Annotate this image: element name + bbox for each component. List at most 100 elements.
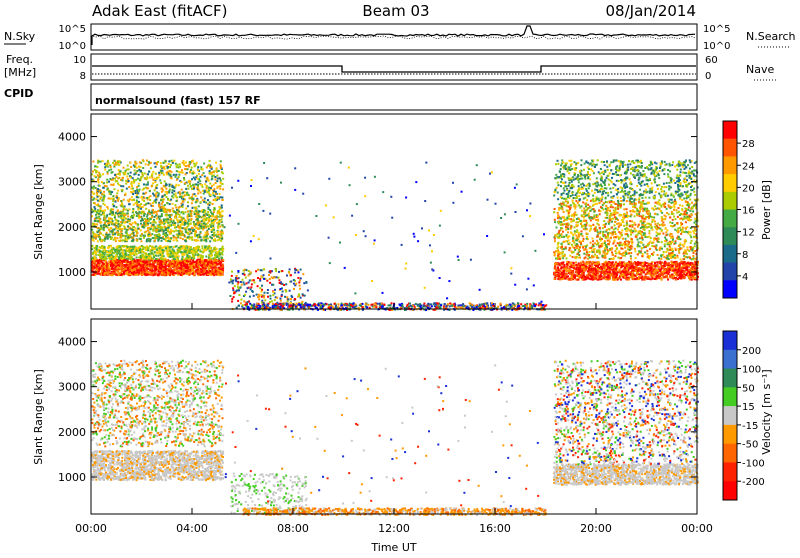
scatter-cell (176, 170, 178, 172)
scatter-cell (139, 205, 141, 207)
scatter-cell (103, 182, 105, 184)
scatter-cell (112, 200, 114, 202)
scatter-cell (186, 192, 188, 194)
scatter-cell (120, 170, 122, 172)
scatter-cell (116, 237, 118, 239)
scatter-cell (143, 267, 145, 269)
scatter-cell (123, 208, 125, 210)
scatter-cell (191, 257, 193, 259)
scatter-cell (120, 252, 122, 254)
scatter-cell (204, 175, 206, 177)
scatter-cell (167, 166, 169, 168)
scatter-cell (193, 163, 195, 165)
scatter-cell (108, 264, 110, 266)
scatter-cell (117, 267, 119, 269)
scatter-cell (184, 223, 186, 225)
scatter-cell (106, 179, 108, 181)
scatter-cell (135, 274, 137, 276)
scatter-cell (103, 263, 105, 265)
scatter-cell (166, 250, 168, 252)
scatter-cell (138, 174, 140, 176)
scatter-cell (104, 215, 106, 217)
scatter-cell (206, 217, 208, 219)
scatter-cell (222, 254, 224, 256)
scatter-cell (575, 261, 577, 263)
scatter-cell (183, 179, 185, 181)
scatter-cell (158, 202, 160, 204)
scatter-cell (101, 193, 103, 195)
scatter-cell (113, 205, 115, 207)
scatter-cell (172, 189, 174, 191)
scatter-cell (105, 225, 107, 227)
scatter-cell (155, 211, 157, 213)
scatter-cell (130, 257, 132, 259)
scatter-cell (91, 187, 93, 189)
scatter-cell (130, 177, 132, 179)
scatter-cell (111, 250, 113, 252)
scatter-cell (164, 204, 166, 206)
scatter-cell (117, 161, 119, 163)
scatter-cell (151, 253, 153, 255)
scatter-cell (198, 272, 200, 274)
scatter-cell (150, 265, 152, 267)
scatter-cell (152, 179, 154, 181)
scatter-cell (201, 220, 203, 222)
scatter-cell (197, 237, 199, 239)
scatter-cell (221, 238, 223, 240)
scatter-cell (158, 176, 160, 178)
scatter-cell (136, 167, 138, 169)
scatter-cell (166, 220, 168, 222)
scatter-cell (160, 199, 162, 201)
scatter-cell (200, 184, 202, 186)
scatter-cell (214, 176, 216, 178)
scatter-cell (198, 205, 200, 207)
scatter-cell (679, 275, 681, 277)
scatter-cell (118, 216, 120, 218)
scatter-cell (168, 226, 170, 228)
scatter-cell (190, 222, 192, 224)
scatter-cell (204, 247, 206, 249)
scatter-cell (192, 171, 194, 173)
scatter-cell (121, 239, 123, 241)
scatter-cell (169, 240, 171, 242)
scatter-cell (128, 267, 130, 269)
scatter-cell (126, 188, 128, 190)
scatter-cell (185, 258, 187, 260)
scatter-cell (138, 272, 140, 274)
scatter-cell (108, 169, 110, 171)
scatter-cell (164, 194, 166, 196)
scatter-cell (133, 214, 135, 216)
scatter-cell (185, 229, 187, 231)
scatter-cell (101, 245, 103, 247)
scatter-cell (142, 226, 144, 228)
scatter-cell (196, 251, 198, 253)
scatter-cell (197, 166, 199, 168)
scatter-cell (160, 216, 162, 218)
scatter-cell (179, 262, 181, 264)
scatter-cell (145, 163, 147, 165)
scatter-cell (181, 265, 183, 267)
scatter-cell (184, 182, 186, 184)
scatter-cell (187, 201, 189, 203)
scatter-cell (158, 174, 160, 176)
scatter-cell (98, 161, 100, 163)
scatter-cell (118, 197, 120, 199)
scatter-cell (203, 172, 205, 174)
scatter-cell (166, 234, 168, 236)
scatter-cell (189, 265, 191, 267)
scatter-cell (94, 202, 96, 204)
scatter-cell (142, 271, 144, 273)
scatter-cell (162, 195, 164, 197)
scatter-cell (154, 226, 156, 228)
scatter-cell (663, 270, 665, 272)
scatter-cell (173, 190, 175, 192)
scatter-cell (101, 181, 103, 183)
scatter-cell (220, 165, 222, 167)
scatter-cell (221, 210, 223, 212)
scatter-cell (203, 214, 205, 216)
scatter-cell (194, 193, 196, 195)
scatter-cell (184, 250, 186, 252)
scatter-cell (624, 267, 626, 269)
scatter-cell (152, 263, 154, 265)
scatter-cell (143, 215, 145, 217)
